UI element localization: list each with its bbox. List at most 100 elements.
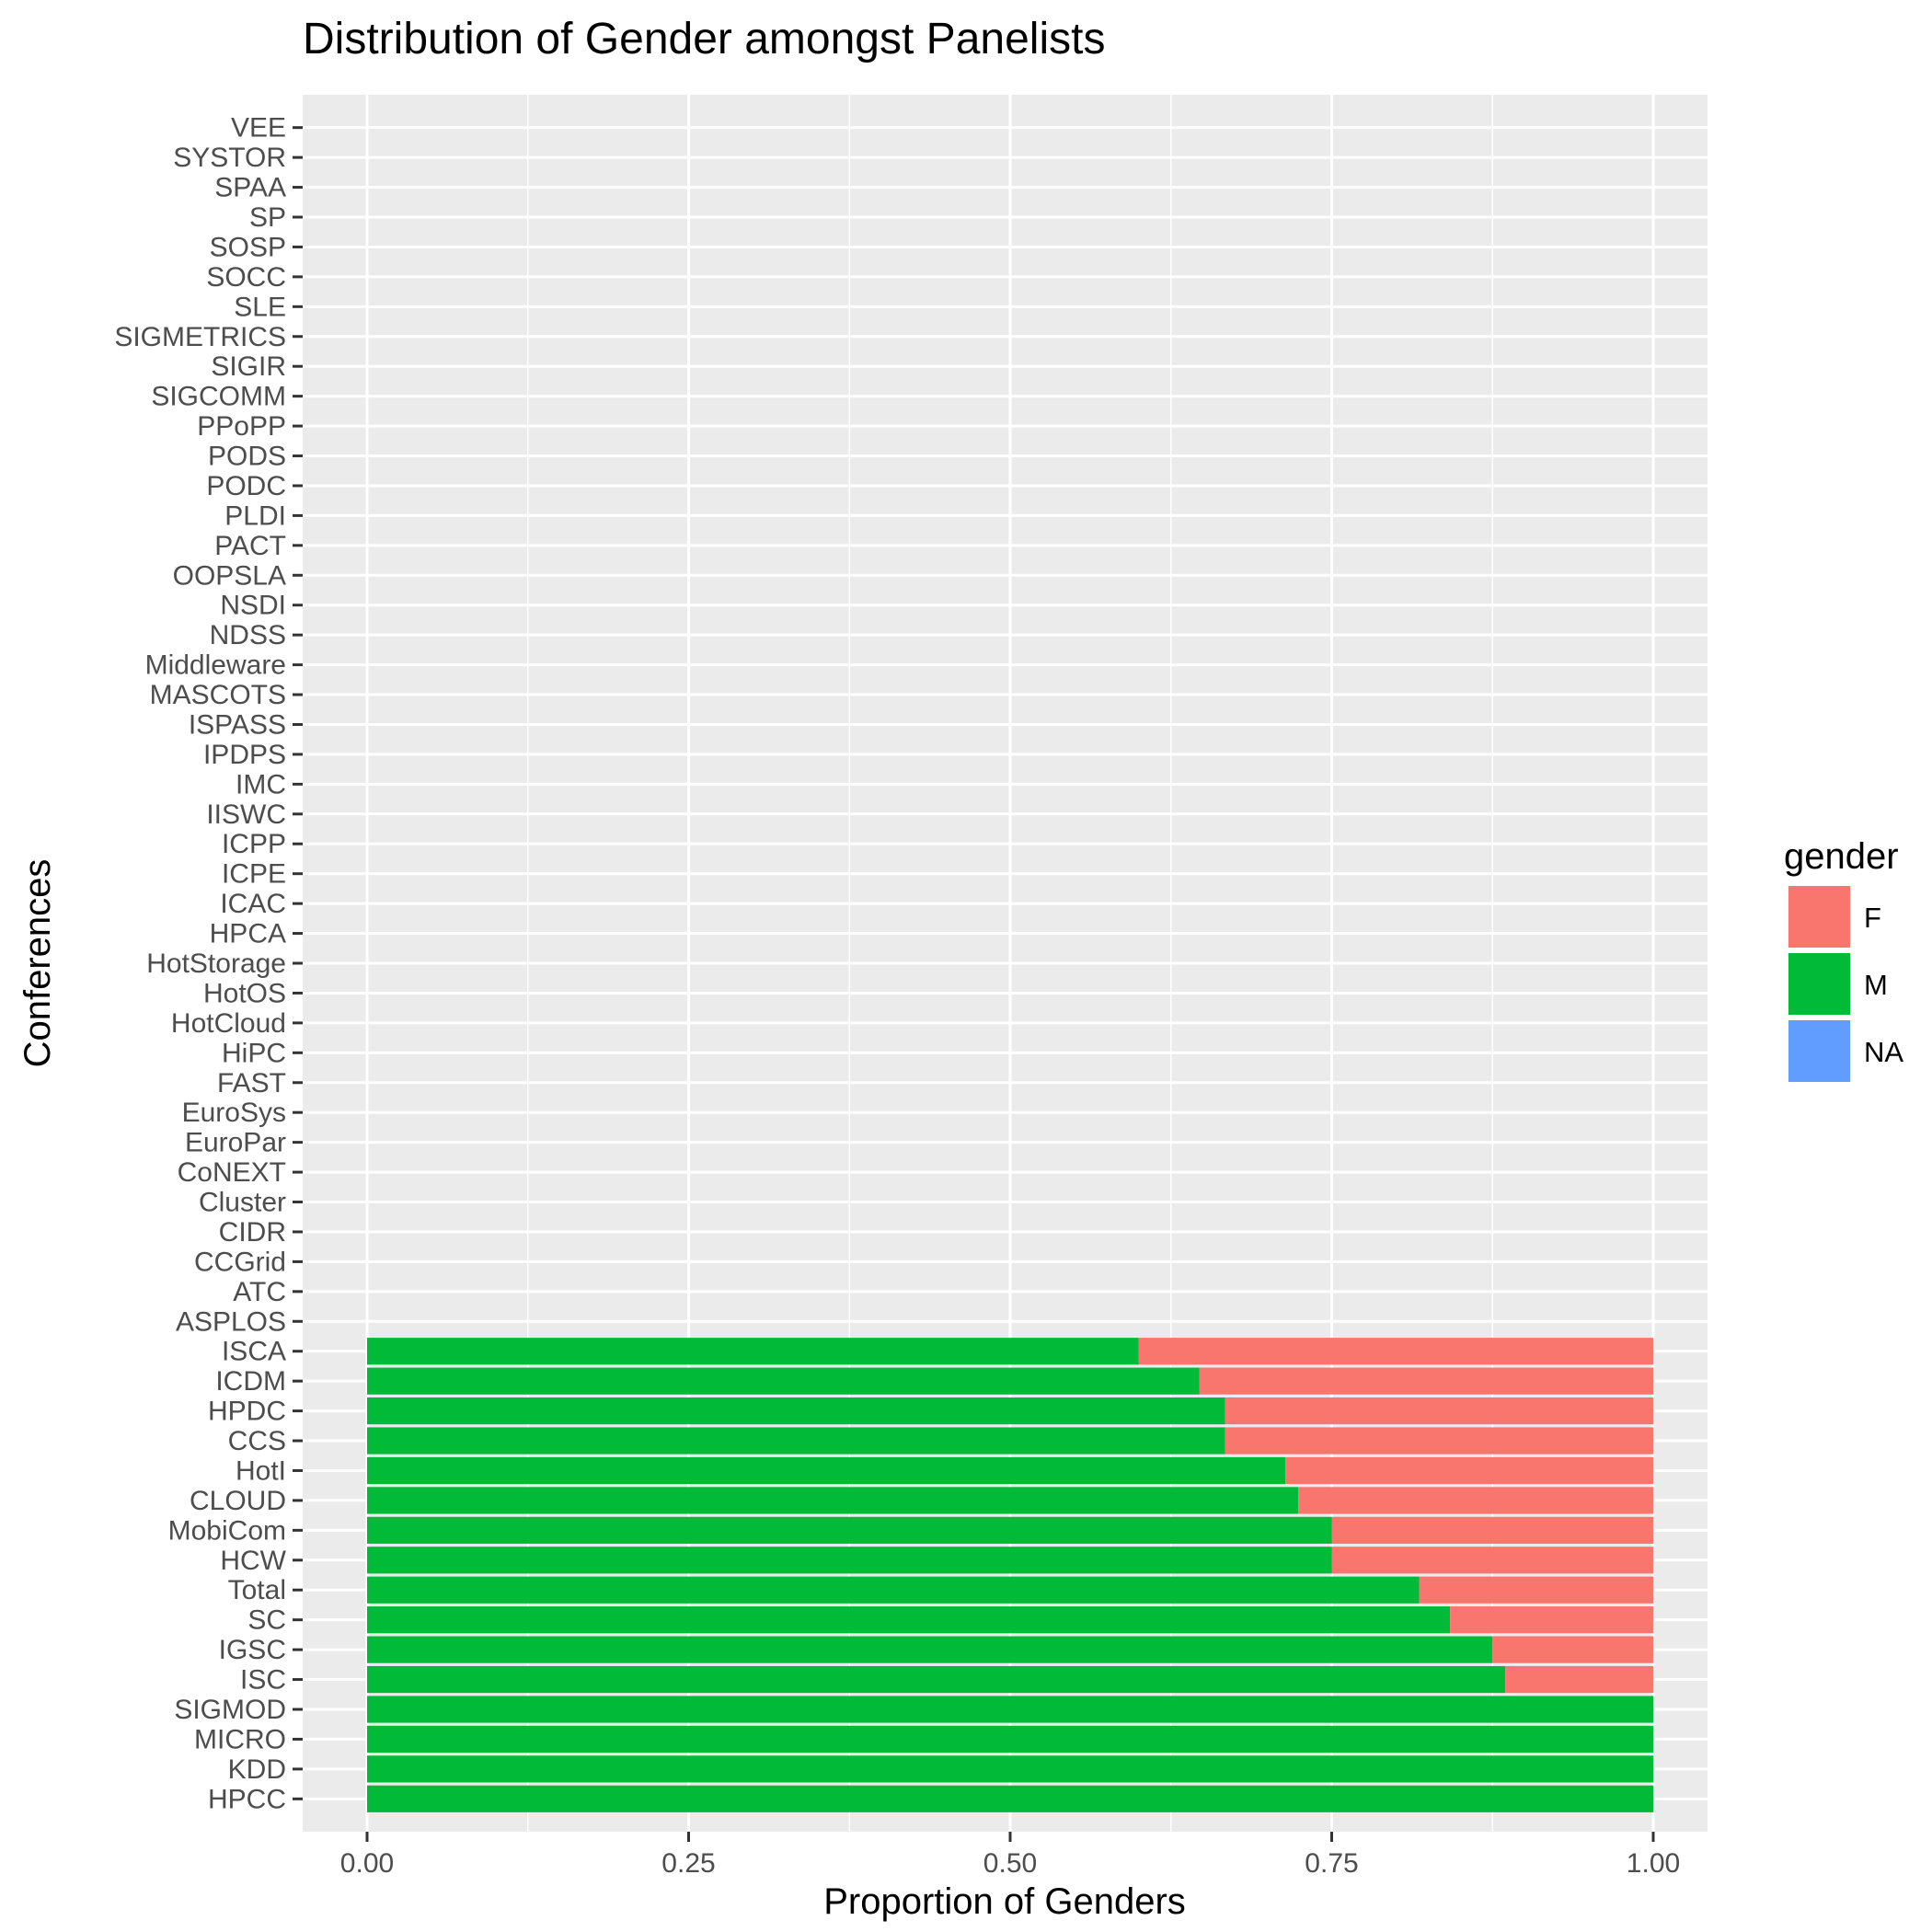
y-tick-label: ISPASS: [189, 709, 286, 740]
y-tick-label: NSDI: [220, 591, 286, 621]
y-tick-label: ATC: [233, 1277, 286, 1307]
y-tick-label: SIGCOMM: [151, 382, 286, 412]
y-tick-label: ISCA: [222, 1337, 286, 1367]
y-tick-label: ICAC: [220, 889, 286, 919]
y-tick-label: Middleware: [145, 650, 286, 681]
bar-f-hpdc: [1225, 1397, 1653, 1425]
y-tick-label: CoNEXT: [178, 1157, 286, 1188]
bar-m-cloud: [367, 1487, 1299, 1514]
y-tick-label: HPCA: [210, 919, 286, 949]
x-axis: 0.00 0.25 0.50 0.75 1.00: [340, 1832, 1680, 1879]
y-tick-label: HPDC: [208, 1397, 286, 1427]
y-tick-label: HotI: [236, 1455, 286, 1486]
x-tick-label: 0.25: [661, 1848, 715, 1879]
legend-key-f: [1788, 886, 1850, 948]
bar-m-hpdc: [367, 1397, 1225, 1425]
y-tick-label: PACT: [214, 531, 286, 561]
y-tick-label: EuroSys: [182, 1098, 286, 1128]
bar-m-isc: [367, 1665, 1506, 1694]
y-tick-label: MobiCom: [168, 1515, 286, 1546]
x-tick-label: 0.50: [983, 1848, 1037, 1879]
y-tick-label: SYSTOR: [173, 143, 286, 173]
bar-m-igsc: [367, 1636, 1493, 1663]
y-tick-label: CIDR: [219, 1217, 286, 1248]
bar-f-hcw: [1331, 1547, 1653, 1574]
y-tick-label: VEE: [231, 113, 286, 144]
bar-f-mobicom: [1331, 1516, 1653, 1544]
y-tick-label: HPCC: [208, 1784, 286, 1814]
y-tick-label: IMC: [236, 769, 286, 799]
bar-f-isc: [1505, 1665, 1653, 1694]
bar-f-igsc: [1492, 1636, 1653, 1663]
y-tick-label: ISC: [240, 1665, 286, 1696]
y-tick-label: MICRO: [194, 1724, 286, 1754]
bar-m-micro: [367, 1725, 1653, 1754]
legend-title: gender: [1784, 836, 1899, 877]
y-tick-label: PPoPP: [197, 411, 286, 442]
bar-f-total: [1419, 1576, 1653, 1604]
y-tick-label: IGSC: [219, 1635, 286, 1665]
bar-f-icdm: [1199, 1367, 1653, 1395]
y-tick-label: HotCloud: [171, 1008, 286, 1039]
x-tick-label: 0.00: [340, 1848, 394, 1879]
y-tick-label: SPAA: [214, 173, 286, 203]
legend-key-m: [1788, 953, 1850, 1015]
y-tick-label: SP: [249, 202, 286, 233]
y-tick-label: ICPP: [222, 829, 286, 859]
y-tick-label: CCS: [228, 1426, 286, 1456]
legend-key-na: [1788, 1020, 1850, 1082]
y-tick-label: FAST: [217, 1068, 286, 1098]
y-tick-label: IISWC: [206, 799, 286, 830]
y-axis: HPCCKDDMICROSIGMODISCIGSCSCTotalHCWMobiC…: [114, 113, 303, 1814]
legend-label-f: F: [1864, 902, 1881, 934]
y-tick-label: SLE: [234, 292, 286, 322]
chart-title: Distribution of Gender amongst Panelists: [303, 15, 1105, 63]
y-tick-label: ICDM: [215, 1366, 286, 1397]
bar-m-kdd: [367, 1755, 1653, 1783]
bar-m-ccs: [367, 1427, 1225, 1455]
bar-f-ccs: [1225, 1427, 1653, 1455]
bar-f-isca: [1138, 1338, 1653, 1365]
y-tick-label: SC: [247, 1605, 286, 1636]
bar-m-total: [367, 1576, 1420, 1604]
y-tick-label: SIGIR: [211, 351, 286, 382]
y-tick-label: PODS: [208, 442, 286, 472]
y-tick-label: SIGMOD: [174, 1695, 286, 1725]
bar-f-cloud: [1298, 1487, 1653, 1514]
y-tick-label: KDD: [228, 1754, 286, 1785]
y-tick-label: OOPSLA: [173, 560, 286, 591]
bar-f-sc: [1450, 1606, 1653, 1634]
y-tick-label: CLOUD: [190, 1486, 286, 1516]
y-tick-label: MASCOTS: [150, 680, 286, 710]
y-tick-label: SIGMETRICS: [114, 322, 286, 352]
y-tick-label: PODC: [206, 471, 286, 501]
bar-m-mobicom: [367, 1516, 1332, 1544]
y-tick-label: CCGrid: [194, 1247, 286, 1277]
y-tick-label: HCW: [220, 1546, 286, 1576]
y-tick-label: NDSS: [210, 620, 286, 650]
x-tick-label: 0.75: [1305, 1848, 1358, 1879]
bar-m-sc: [367, 1606, 1451, 1634]
x-axis-title: Proportion of Genders: [823, 1881, 1186, 1922]
bars: [367, 1338, 1653, 1812]
y-tick-label: HotOS: [203, 978, 286, 1008]
y-tick-label: ASPLOS: [176, 1306, 286, 1337]
y-tick-label: PLDI: [224, 500, 286, 531]
legend-label-m: M: [1864, 969, 1888, 1001]
bar-m-hpcc: [367, 1785, 1653, 1812]
bar-m-isca: [367, 1338, 1139, 1365]
y-tick-label: Total: [228, 1575, 286, 1605]
legend-label-na: NA: [1864, 1036, 1903, 1068]
legend: gender F M NA: [1784, 836, 1903, 1082]
y-axis-title: Conferences: [17, 859, 58, 1068]
y-tick-label: HiPC: [222, 1038, 286, 1068]
y-tick-label: Cluster: [199, 1188, 286, 1218]
y-tick-label: SOSP: [210, 232, 286, 262]
bar-m-sigmod: [367, 1696, 1653, 1723]
bar-f-hoti: [1285, 1456, 1653, 1485]
bar-m-hcw: [367, 1547, 1332, 1574]
y-tick-label: EuroPar: [185, 1128, 286, 1158]
x-tick-label: 1.00: [1627, 1848, 1680, 1879]
bar-m-icdm: [367, 1367, 1200, 1395]
